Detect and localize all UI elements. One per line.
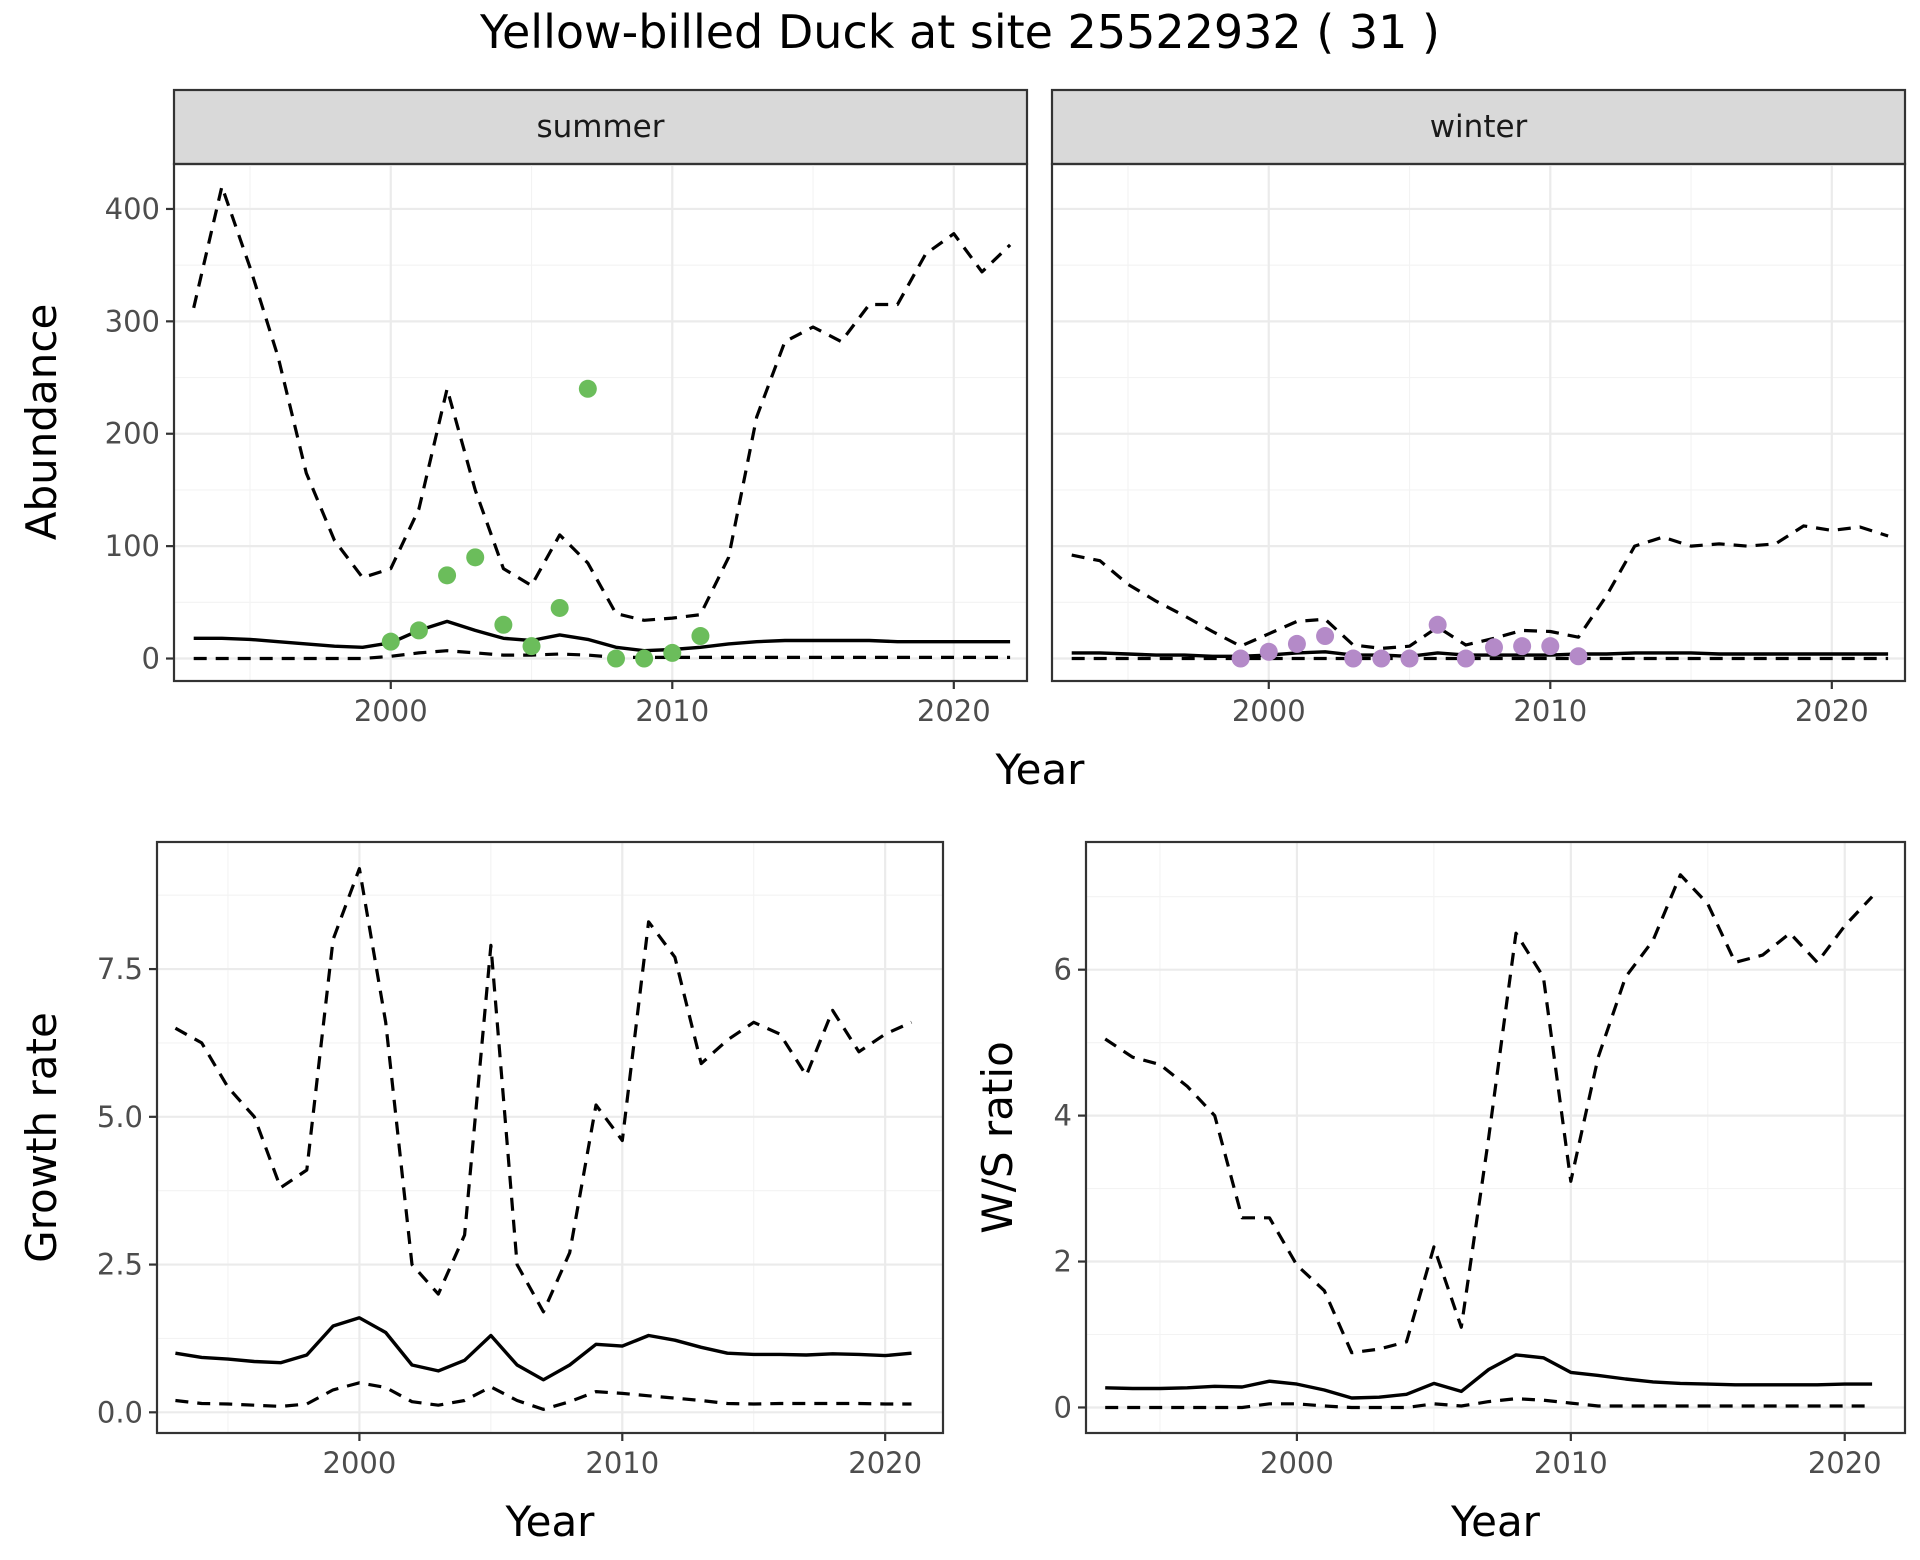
winter-observed-point (1569, 647, 1588, 666)
x-tick-label: 2010 (1534, 1446, 1608, 1480)
x-tick-label: 2010 (1513, 694, 1587, 728)
facet-panel-winter: winter 2000 2010 2020 (1050, 88, 1907, 728)
winter-observed-point (1287, 634, 1306, 653)
x-tick-label: 2000 (1232, 694, 1306, 728)
winter-observed-point (1316, 627, 1335, 646)
chart-title: Yellow-billed Duck at site 25522932 ( 31… (479, 5, 1440, 59)
panel-border (172, 162, 1029, 683)
facet-strip-label: summer (536, 109, 664, 145)
y-tick-label: 0 (142, 642, 160, 676)
x-tick-label: 2010 (635, 694, 709, 728)
summer-lower-bound-line (193, 649, 1011, 661)
summer-observed-point (381, 632, 400, 651)
y-tick-label: 0.0 (97, 1395, 143, 1429)
panel-border (1050, 162, 1907, 683)
x-tick-label: 2000 (323, 1446, 397, 1480)
x-tick-label: 2000 (354, 694, 428, 728)
facet-strip-label: winter (1430, 109, 1528, 145)
winter-observed-point (1400, 649, 1419, 668)
abundance-plot: summer 2000 2010 2020 0 100 200 300 400 winter 200… (17, 88, 1907, 794)
ws-ratio-upper-bound-line (1104, 873, 1874, 1355)
x-tick-label: 2020 (848, 1446, 922, 1480)
summer-upper-bound-line (192, 184, 1012, 622)
y-tick-label: 200 (105, 417, 160, 451)
y-tick-label: 0 (1054, 1390, 1072, 1424)
growth-upper-bound-line (174, 867, 913, 1314)
ws-ratio-plot: 2000 2010 2020 0 2 4 6 Year W/S ratio (973, 840, 1907, 1546)
summer-observed-point (606, 649, 625, 668)
winter-observed-point (1513, 637, 1532, 656)
winter-observed-point (1259, 642, 1278, 661)
y-tick-label: 300 (105, 304, 160, 338)
x-tick-label: 2010 (585, 1446, 659, 1480)
facet-panel-summer: summer 2000 2010 2020 0 100 200 300 400 (105, 88, 1029, 728)
winter-upper-bound-line (1071, 524, 1889, 650)
y-tick-label: 4 (1054, 1099, 1072, 1133)
y-tick-label: 2 (1054, 1245, 1072, 1279)
panel-gridlines (174, 164, 1027, 681)
summer-observed-point (438, 566, 457, 585)
summer-observed-point (409, 621, 428, 640)
y-axis-title: Growth rate (17, 1012, 66, 1263)
x-tick-label: 2020 (917, 694, 991, 728)
x-axis-title: Year (505, 1497, 596, 1546)
y-tick-label: 2.5 (97, 1248, 143, 1282)
summer-observed-point (494, 615, 513, 634)
summer-observed-point (578, 379, 597, 398)
ws-ratio-estimate-line (1105, 1353, 1873, 1400)
ws-ratio-lower-bound-line (1105, 1397, 1873, 1410)
x-axis-title: Year (995, 745, 1086, 794)
panel-gridlines (1052, 164, 1905, 681)
y-tick-label: 5.0 (97, 1100, 143, 1134)
panel-border (1084, 840, 1907, 1435)
facet-strip (1050, 88, 1907, 166)
summer-observed-point (691, 627, 710, 646)
summer-observed-point (635, 649, 654, 668)
panel-gridlines (1086, 842, 1905, 1433)
summer-observed-point (550, 598, 569, 617)
winter-observed-point (1456, 649, 1475, 668)
panel-border (155, 840, 945, 1435)
x-axis-title: Year (1450, 1497, 1541, 1546)
y-tick-label: 6 (1054, 953, 1072, 987)
summer-observed-point (522, 637, 541, 656)
winter-estimate-line (1071, 650, 1889, 658)
winter-observed-point (1484, 638, 1503, 657)
winter-observed-point (1344, 649, 1363, 668)
y-tick-label: 400 (105, 192, 160, 226)
winter-observed-point (1541, 637, 1560, 656)
growth-rate-plot: 2000 2010 2020 0.0 2.5 5.0 7.5 Year Growth rate (17, 840, 945, 1546)
summer-observed-point (663, 643, 682, 662)
summer-observed-point (466, 548, 485, 567)
growth-lower-bound-line (175, 1381, 912, 1411)
x-tick-label: 2000 (1260, 1446, 1334, 1480)
winter-observed-point (1428, 615, 1447, 634)
y-tick-label: 100 (105, 529, 160, 563)
summer-estimate-line (193, 619, 1011, 653)
y-axis-title: Abundance (17, 304, 66, 541)
facet-strip (172, 88, 1029, 166)
winter-observed-point (1372, 649, 1391, 668)
winter-observed-point (1231, 649, 1250, 668)
y-axis-title: W/S ratio (973, 1041, 1022, 1234)
panel-gridlines (157, 842, 943, 1433)
x-tick-label: 2020 (1808, 1446, 1882, 1480)
x-tick-label: 2020 (1795, 694, 1869, 728)
y-tick-label: 7.5 (97, 952, 143, 986)
growth-estimate-line (175, 1316, 912, 1382)
